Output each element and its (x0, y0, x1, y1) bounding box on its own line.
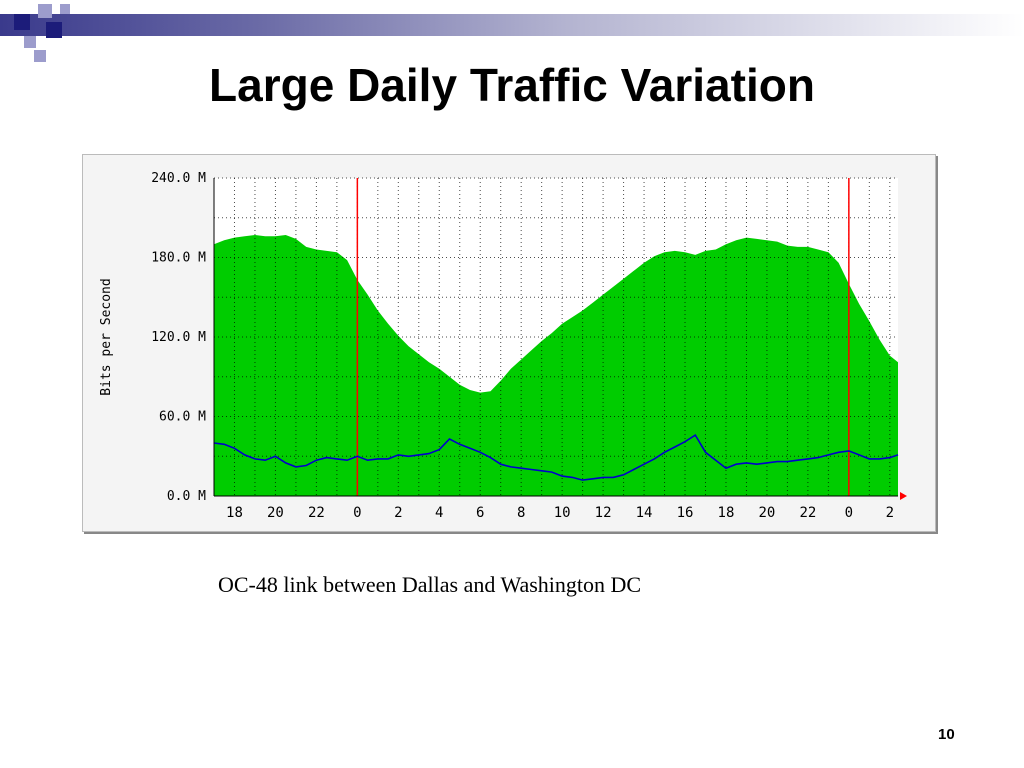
y-tick-label: 120.0 M (151, 330, 206, 345)
x-tick-label: 2 (886, 505, 894, 521)
y-tick-label: 240.0 M (151, 171, 206, 186)
deco-square (60, 4, 70, 14)
deco-square (24, 36, 36, 48)
inbound-traffic-area (214, 235, 898, 496)
x-tick-label: 8 (517, 505, 525, 521)
x-tick-label: 22 (308, 505, 325, 521)
x-tick-label: 14 (636, 505, 653, 521)
x-tick-label: 4 (435, 505, 443, 521)
deco-square (34, 50, 46, 62)
slide-title: Large Daily Traffic Variation (209, 59, 815, 111)
deco-square (14, 14, 30, 30)
x-tick-label: 10 (554, 505, 571, 521)
x-tick-label: 0 (845, 505, 853, 521)
x-tick-label: 18 (718, 505, 735, 521)
y-tick-label: 60.0 M (159, 410, 206, 425)
header-gradient-bar (0, 14, 1024, 36)
x-tick-label: 16 (677, 505, 694, 521)
y-axis-label: Bits per Second (99, 278, 114, 395)
x-tick-label: 20 (759, 505, 776, 521)
outbound-traffic-line (213, 433, 899, 481)
x-tick-label: 2 (394, 505, 402, 521)
deco-square (46, 22, 62, 38)
x-tick-label: 6 (476, 505, 484, 521)
page-number: 10 (938, 726, 955, 743)
chart-caption: OC-48 link between Dallas and Washington… (218, 572, 642, 597)
y-tick-label: 180.0 M (151, 251, 206, 266)
chart-frame: 0.0 M 60.0 M 120.0 M 180.0 M 240.0 M 18 20 22 0 2… (82, 154, 936, 532)
x-tick-label: 0 (353, 505, 361, 521)
x-tick-label: 20 (267, 505, 284, 521)
x-axis-arrow (900, 492, 907, 500)
corner-decoration (0, 0, 90, 70)
x-tick-label: 22 (799, 505, 816, 521)
x-tick-label: 12 (595, 505, 612, 521)
x-tick-label: 18 (226, 505, 243, 521)
y-tick-label: 0.0 M (167, 489, 206, 504)
deco-square (38, 4, 52, 18)
